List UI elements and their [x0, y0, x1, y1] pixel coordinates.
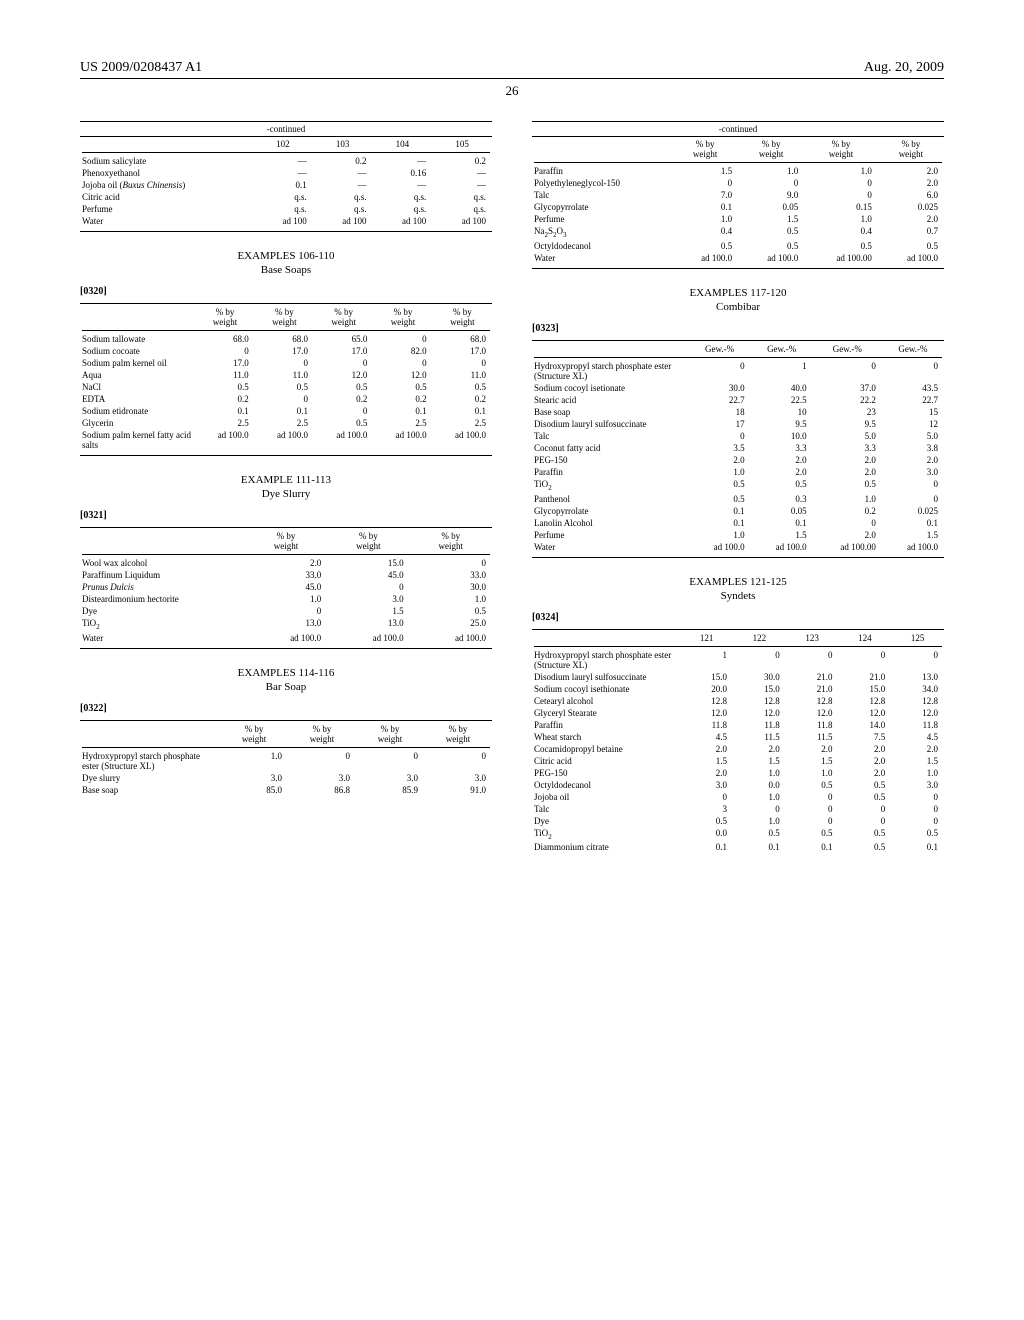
- table-row: Waterad 100ad 100ad 100ad 100: [80, 215, 492, 227]
- table-row: Waterad 100.0ad 100.0ad 100.0: [80, 632, 492, 644]
- table-row: Wool wax alcohol2.015.00: [80, 557, 492, 569]
- table-row: Sodium cocoate017.017.082.017.0: [80, 345, 492, 357]
- page-number: 26: [80, 83, 944, 99]
- table-row: Talc30000: [532, 803, 944, 815]
- table-row: Octyldodecanol3.00.00.50.53.0: [532, 779, 944, 791]
- table-106-110: % byweight% byweight% byweight% byweight…: [80, 306, 492, 451]
- table-121-125: 121122123124125Hydroxypropyl starch phos…: [532, 632, 944, 854]
- continued-label: -continued: [532, 124, 944, 134]
- table-111-113: % byweight% byweight% byweightWool wax a…: [80, 530, 492, 644]
- table-row: Paraffin1.02.02.03.0: [532, 466, 944, 478]
- table-row: Waterad 100.0ad 100.0ad 100.00ad 100.0: [532, 541, 944, 553]
- table-row: Paraffin11.811.811.814.011.8: [532, 719, 944, 731]
- para-num: [0322]: [80, 703, 492, 714]
- section-title: EXAMPLES 117-120: [532, 287, 944, 299]
- table-row: Hydroxypropyl starch phosphate ester (St…: [532, 360, 944, 382]
- table-row: Talc010.05.05.0: [532, 430, 944, 442]
- section-title: EXAMPLE 111-113: [80, 474, 492, 486]
- table-row: Jojoba oil01.000.50: [532, 791, 944, 803]
- table-117-120: Gew.-%Gew.-%Gew.-%Gew.-%Hydroxypropyl st…: [532, 343, 944, 553]
- table-row: Talc7.09.006.0: [532, 189, 944, 201]
- table-row: Lanolin Alcohol0.10.100.1: [532, 517, 944, 529]
- section-sub: Dye Slurry: [80, 488, 492, 500]
- table-row: Octyldodecanol0.50.50.50.5: [532, 240, 944, 252]
- patent-number: US 2009/0208437 A1: [80, 60, 202, 76]
- table-row: Dye slurry3.03.03.03.0: [80, 772, 492, 784]
- table-row: Sodium cocoyl isetionate30.040.037.043.5: [532, 382, 944, 394]
- section-title: EXAMPLES 114-116: [80, 667, 492, 679]
- table-row: Paraffin1.51.01.02.0: [532, 165, 944, 177]
- table-row: Sodium palm kernel oil17.00000: [80, 357, 492, 369]
- table-row: EDTA0.200.20.20.2: [80, 393, 492, 405]
- table-row: Glycerin2.52.50.52.52.5: [80, 417, 492, 429]
- section-sub: Syndets: [532, 590, 944, 602]
- table-row: Sodium cocoyl isethionate20.015.021.015.…: [532, 683, 944, 695]
- table-row: Citric acid1.51.51.52.01.5: [532, 755, 944, 767]
- table-row: Disodium lauryl sulfosuccinate179.59.512: [532, 418, 944, 430]
- table-row: Base soap85.086.885.991.0: [80, 784, 492, 796]
- table-row: Perfume1.01.51.02.0: [532, 213, 944, 225]
- section-sub: Base Soaps: [80, 264, 492, 276]
- table-row: Base soap18102315: [532, 406, 944, 418]
- table-row: Hydroxypropyl starch phosphate ester (St…: [80, 750, 492, 772]
- table-row: Polyethyleneglycol-1500002.0: [532, 177, 944, 189]
- table-row: Diammonium citrate0.10.10.10.50.1: [532, 841, 944, 853]
- table-row: Sodium palm kernel fatty acid saltsad 10…: [80, 429, 492, 451]
- table-row: Jojoba oil (Buxus Chinensis)0.1———: [80, 179, 492, 191]
- table-row: Prunus Dulcis45.0030.0: [80, 581, 492, 593]
- table-row: Dye0.51.0000: [532, 815, 944, 827]
- left-column: -continued 102103104105Sodium salicylate…: [80, 119, 492, 857]
- table-row: Dye01.50.5: [80, 605, 492, 617]
- table-row: TiO213.013.025.0: [80, 617, 492, 632]
- section-sub: Combibar: [532, 301, 944, 313]
- table-right-continued: % byweight% byweight% byweight% byweight…: [532, 138, 944, 264]
- para-num: [0323]: [532, 323, 944, 334]
- table-row: NaCl0.50.50.50.50.5: [80, 381, 492, 393]
- table-row: Wheat starch4.511.511.57.54.5: [532, 731, 944, 743]
- table-row: Glycopyrrolate0.10.050.150.025: [532, 201, 944, 213]
- table-114-116: % byweight% byweight% byweight% byweight…: [80, 723, 492, 796]
- para-num: [0321]: [80, 510, 492, 521]
- table-102-105: 102103104105Sodium salicylate—0.2—0.2Phe…: [80, 138, 492, 227]
- table-row: Panthenol0.50.31.00: [532, 493, 944, 505]
- table-row: PEG-1502.02.02.02.0: [532, 454, 944, 466]
- table-row: Sodium etidronate0.10.100.10.1: [80, 405, 492, 417]
- table-row: TiO20.50.50.50: [532, 478, 944, 493]
- section-title: EXAMPLES 106-110: [80, 250, 492, 262]
- table-row: Disodium lauryl sulfosuccinate15.030.021…: [532, 671, 944, 683]
- table-row: Na2S2O30.40.50.40.7: [532, 225, 944, 240]
- para-num: [0324]: [532, 612, 944, 623]
- page-header: US 2009/0208437 A1 Aug. 20, 2009: [80, 60, 944, 79]
- table-row: Waterad 100.0ad 100.0ad 100.00ad 100.0: [532, 252, 944, 264]
- table-row: Paraffinum Liquidum33.045.033.0: [80, 569, 492, 581]
- table-row: Phenoxyethanol——0.16—: [80, 167, 492, 179]
- section-title: EXAMPLES 121-125: [532, 576, 944, 588]
- table-row: Citric acidq.s.q.s.q.s.q.s.: [80, 191, 492, 203]
- right-column: -continued % byweight% byweight% byweigh…: [532, 119, 944, 857]
- table-row: Disteardimonium hectorite1.03.01.0: [80, 593, 492, 605]
- table-row: Hydroxypropyl starch phosphate ester (St…: [532, 649, 944, 671]
- table-row: Cetearyl alcohol12.812.812.812.812.8: [532, 695, 944, 707]
- table-row: Perfume1.01.52.01.5: [532, 529, 944, 541]
- table-row: Glyceryl Stearate12.012.012.012.012.0: [532, 707, 944, 719]
- table-row: Sodium tallowate68.068.065.0068.0: [80, 333, 492, 345]
- section-sub: Bar Soap: [80, 681, 492, 693]
- table-row: TiO20.00.50.50.50.5: [532, 827, 944, 842]
- table-row: PEG-1502.01.01.02.01.0: [532, 767, 944, 779]
- table-row: Perfumeq.s.q.s.q.s.q.s.: [80, 203, 492, 215]
- table-row: Sodium salicylate—0.2—0.2: [80, 155, 492, 167]
- table-row: Cocamidopropyl betaine2.02.02.02.02.0: [532, 743, 944, 755]
- table-row: Glycopyrrolate0.10.050.20.025: [532, 505, 944, 517]
- table-row: Coconut fatty acid3.53.33.33.8: [532, 442, 944, 454]
- para-num: [0320]: [80, 286, 492, 297]
- table-row: Aqua11.011.012.012.011.0: [80, 369, 492, 381]
- table-row: Stearic acid22.722.522.222.7: [532, 394, 944, 406]
- continued-label: -continued: [80, 124, 492, 134]
- patent-date: Aug. 20, 2009: [864, 60, 944, 76]
